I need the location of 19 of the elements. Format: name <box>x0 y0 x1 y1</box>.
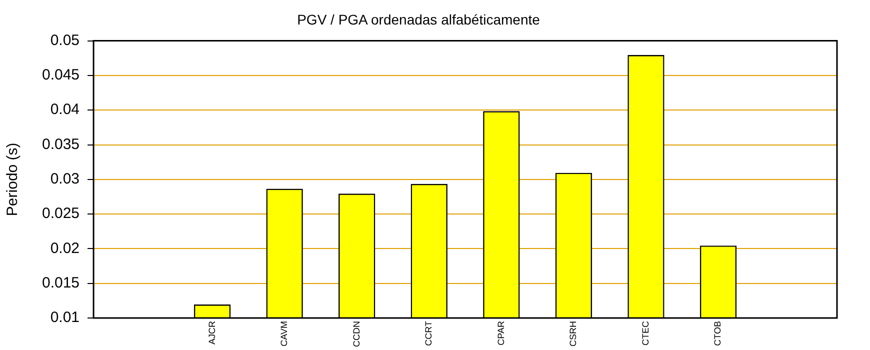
y-tick-label: 0.02 <box>50 240 80 257</box>
chart-title: PGV / PGA ordenadas alfabéticamente <box>297 11 540 28</box>
y-tick-label: 0.04 <box>50 101 80 118</box>
y-tick-label: 0.015 <box>42 274 80 292</box>
x-tick-label: CTEC <box>640 320 650 346</box>
x-tick-label: CSRH <box>568 321 578 347</box>
y-tick-label: 0.045 <box>42 66 80 84</box>
x-tick-label: CCDN <box>351 321 362 347</box>
x-tick-label: CPAR <box>496 320 506 346</box>
y-axis-title: Periodo (s) <box>4 142 22 216</box>
y-tick-label: 0.05 <box>50 32 80 49</box>
x-tick-label: CAVM <box>279 321 290 346</box>
y-tick-label: 0.03 <box>50 170 80 188</box>
y-tick-label: 0.035 <box>42 136 80 153</box>
y-tick-label: 0.01 <box>50 309 80 326</box>
x-tick-label: CCRT <box>424 320 434 346</box>
x-tick-label: CTOB <box>712 321 723 346</box>
x-tick-label: AJCR <box>206 320 217 345</box>
y-tick-label: 0.025 <box>42 205 80 222</box>
